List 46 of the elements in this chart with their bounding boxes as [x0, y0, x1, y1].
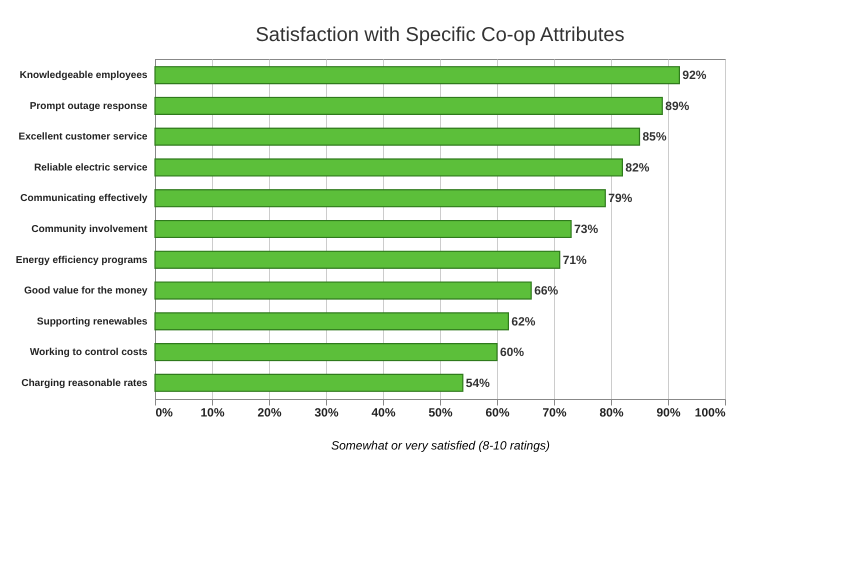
bar	[154, 343, 498, 362]
data-label: 60%	[500, 345, 524, 360]
x-tick-label: 80%	[599, 406, 624, 420]
y-tick-label: Reliable electric service	[34, 162, 148, 174]
y-tick-label: Good value for the money	[24, 286, 148, 297]
bar	[154, 312, 509, 330]
x-tick-label: 0%	[156, 406, 174, 420]
y-tick-label: Communicating effectively	[20, 193, 148, 204]
y-tick-label: Working to control costs	[30, 347, 148, 358]
x-tick-label: 10%	[200, 406, 225, 420]
x-tick-label: 50%	[428, 406, 453, 420]
x-tick-label: 70%	[542, 406, 567, 420]
bar	[154, 374, 464, 392]
y-tick-label: Supporting renewables	[36, 316, 148, 328]
bar	[154, 281, 532, 300]
data-label: 66%	[534, 284, 559, 298]
x-tick-label: 20%	[257, 406, 282, 420]
data-label: 73%	[574, 222, 598, 236]
data-label: 71%	[562, 252, 588, 267]
bar	[154, 189, 606, 208]
x-tick-label: 30%	[314, 406, 339, 420]
bar	[154, 66, 680, 84]
data-label: 79%	[608, 191, 633, 206]
bar	[154, 250, 560, 269]
x-tick-label: 40%	[371, 406, 396, 420]
x-tick-label: 90%	[656, 406, 681, 420]
data-label: 62%	[511, 314, 536, 328]
data-label: 85%	[642, 130, 667, 144]
data-label: 54%	[466, 376, 490, 390]
x-tick-label: 60%	[485, 406, 510, 420]
x-tick-label: 100%	[694, 406, 726, 420]
x-axis-title: Somewhat or very satisfied (8-10 ratings)	[331, 438, 550, 452]
data-label: 89%	[665, 98, 690, 113]
data-label: 82%	[625, 160, 650, 174]
y-tick-label: Charging reasonable rates	[21, 378, 148, 389]
y-tick-label: Prompt outage response	[30, 100, 148, 112]
y-tick-label: Energy efficiency programs	[16, 254, 148, 266]
bar	[154, 128, 640, 146]
y-tick-label: Knowledgeable employees	[20, 70, 148, 82]
bar	[154, 158, 623, 177]
data-label: 92%	[682, 68, 707, 82]
y-tick-label: Community involvement	[31, 224, 148, 235]
bar	[154, 220, 572, 238]
y-tick-label: Excellent customer service	[18, 132, 148, 143]
chart-title: Satisfaction with Specific Co-op Attributes	[255, 24, 625, 46]
bar	[154, 96, 663, 115]
